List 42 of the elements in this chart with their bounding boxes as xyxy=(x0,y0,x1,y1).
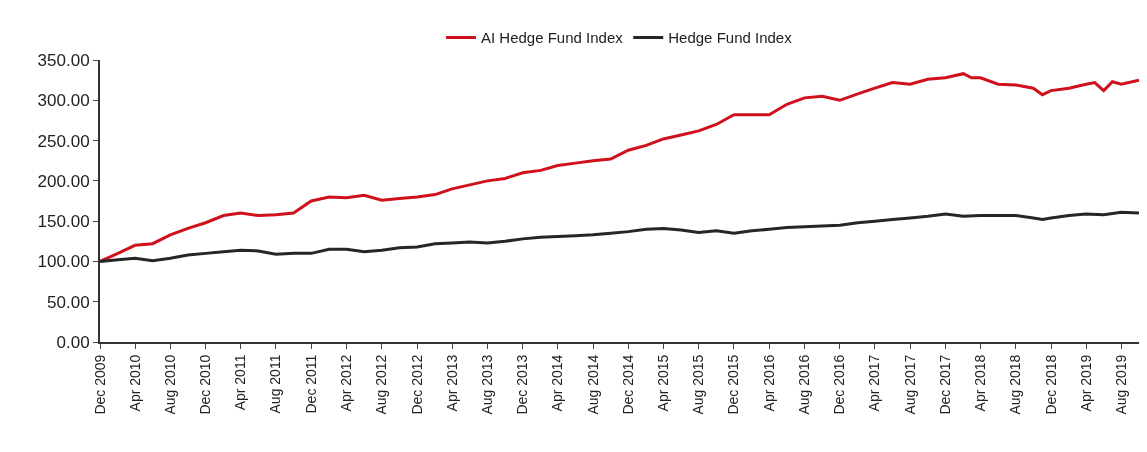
y-tick-label: 0.00 xyxy=(56,332,90,352)
x-tick-label: Apr 2011 xyxy=(232,354,249,411)
x-tick-label: Apr 2017 xyxy=(866,354,883,412)
x-tick-label: Apr 2018 xyxy=(971,354,988,412)
x-tick-label: Aug 2017 xyxy=(901,354,918,415)
legend-label: Hedge Fund Index xyxy=(668,29,793,47)
x-tick-label: Apr 2010 xyxy=(126,354,143,412)
x-tick-label: Apr 2019 xyxy=(1077,354,1094,412)
x-tick-label: Aug 2014 xyxy=(584,354,601,415)
x-tick-label: Dec 2014 xyxy=(619,354,636,415)
x-tick-label: Dec 2015 xyxy=(725,354,742,415)
x-tick-label: Dec 2013 xyxy=(514,354,531,415)
x-tick-label: Dec 2017 xyxy=(936,354,953,415)
x-tick-label: Apr 2016 xyxy=(760,354,777,412)
x-tick-label: Dec 2010 xyxy=(197,354,214,415)
x-tick-label: Aug 2019 xyxy=(1112,354,1129,415)
x-tick-label: Dec 2016 xyxy=(831,354,848,415)
y-tick-label: 150.00 xyxy=(37,212,90,232)
x-tick-label: Aug 2013 xyxy=(478,354,495,415)
x-tick-label: Dec 2018 xyxy=(1042,354,1059,415)
y-tick-label: 250.00 xyxy=(37,131,90,151)
legend-label: AI Hedge Fund Index xyxy=(481,29,624,47)
x-tick-label: Aug 2012 xyxy=(373,354,390,415)
x-tick-label: Dec 2009 xyxy=(91,354,108,415)
x-tick-label: Aug 2011 xyxy=(267,354,284,414)
line-series xyxy=(100,72,1139,263)
x-tick-label: Aug 2015 xyxy=(690,354,707,415)
x-tick-label: Aug 2018 xyxy=(1007,354,1024,415)
y-tick-label: 350.00 xyxy=(37,50,90,70)
x-tick-label: Apr 2014 xyxy=(549,354,566,412)
y-tick-label: 300.00 xyxy=(37,91,90,111)
line-series xyxy=(100,210,1139,263)
y-tick-label: 200.00 xyxy=(37,171,90,191)
x-tick-label: Apr 2015 xyxy=(654,354,671,412)
x-tick-label: Aug 2016 xyxy=(796,354,813,415)
x-tick-label: Apr 2013 xyxy=(443,354,460,412)
y-tick-label: 50.00 xyxy=(47,292,90,312)
x-tick-label: Dec 2011 xyxy=(302,354,319,414)
x-tick-label: Apr 2012 xyxy=(338,354,355,412)
x-tick-label: Dec 2012 xyxy=(408,354,425,415)
x-tick-label: Aug 2010 xyxy=(161,354,178,415)
y-tick-label: 100.00 xyxy=(37,252,90,272)
